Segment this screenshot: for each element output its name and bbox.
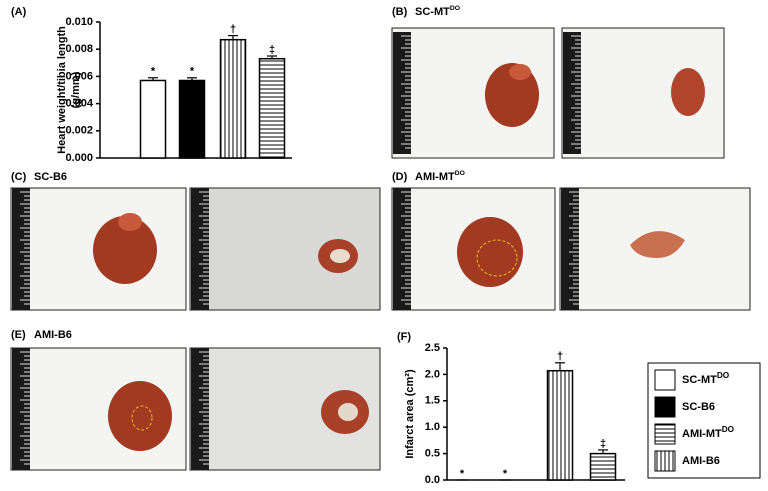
annotation: * [151, 66, 156, 78]
legend-label-text: AMI-MT [682, 428, 722, 440]
annotation: † [557, 351, 563, 363]
panel-title-sup: DO [450, 5, 460, 12]
panel-title-text: SC-B6 [34, 171, 67, 183]
photo-d1 [391, 187, 556, 311]
y-tick-label: 0.006 [65, 70, 93, 82]
bar [219, 38, 247, 159]
y-tick-label: 0.002 [65, 125, 93, 137]
photo-e2 [189, 347, 381, 471]
panel-letter: (D) [392, 171, 408, 183]
legend-label-text: SC-B6 [682, 401, 715, 413]
y-axis-label: Heart weight/tibia length [56, 26, 68, 154]
panel-title: AMI-MTDO [415, 170, 465, 183]
legend-swatch [654, 396, 676, 418]
y-axis-label: Infarct area (cm²) [404, 369, 416, 459]
legend-label-text: SC-MT [682, 374, 717, 386]
error-bar [555, 362, 565, 371]
y-tick-label: 0.010 [65, 16, 93, 28]
legend-label-text: AMI-B6 [682, 455, 720, 467]
bar [139, 79, 167, 159]
y-tick-label: 0.0 [425, 474, 440, 486]
annotation: ‡ [600, 438, 606, 450]
panel-title: AMI-B6 [34, 329, 72, 341]
panel-letter: (A) [11, 6, 27, 18]
error-bar [228, 34, 238, 40]
bar [178, 79, 206, 159]
panel-title-text: SC-MT [415, 6, 450, 18]
legend-swatch [654, 369, 676, 391]
y-tick-label: 0.004 [65, 98, 93, 110]
panel-title: SC-B6 [34, 171, 67, 183]
panel-letter: (B) [392, 6, 408, 18]
annotation: * [190, 66, 195, 78]
legend-swatch [654, 450, 676, 472]
y-tick-label: 0.008 [65, 43, 93, 55]
y-tick-label: 2.5 [425, 342, 440, 354]
photo-b1 [391, 27, 555, 159]
panel-title: SC-MTDO [415, 5, 460, 18]
legend-label: AMI-B6 [682, 455, 720, 467]
bar [258, 57, 286, 159]
panel-letter: (C) [11, 171, 27, 183]
legend-label-sup: DO [722, 425, 735, 434]
photo-c2 [189, 187, 381, 311]
bar [546, 369, 574, 481]
annotation: * [460, 468, 465, 480]
panel-title-text: AMI-B6 [34, 329, 72, 341]
panel-title-sup: DO [455, 170, 465, 177]
error-bar [267, 55, 277, 59]
y-tick-label: 1.5 [425, 395, 440, 407]
y-axis-label: (g/mm) [70, 71, 82, 108]
legend-label: SC-MTDO [682, 371, 730, 386]
legend-swatch [654, 423, 676, 445]
legend-label: SC-B6 [682, 401, 715, 413]
panel-letter: (E) [11, 329, 26, 341]
photo-b2 [561, 27, 725, 159]
y-tick-label: 0.000 [65, 152, 93, 164]
y-tick-label: 1.0 [425, 421, 440, 433]
error-bar [148, 77, 158, 81]
legend-label-sup: DO [717, 371, 730, 380]
error-bar [187, 77, 197, 81]
panel-title-text: AMI-MT [415, 171, 455, 183]
panel-letter: (F) [397, 331, 411, 343]
photo-e1 [10, 347, 187, 471]
photo-d2 [559, 187, 751, 311]
y-tick-label: 2.0 [425, 368, 440, 380]
bar [589, 452, 617, 481]
y-tick-label: 0.5 [425, 448, 440, 460]
error-bar [598, 449, 608, 454]
annotation: * [503, 468, 508, 480]
annotation: ‡ [269, 44, 275, 56]
legend-label: AMI-MTDO [682, 425, 735, 440]
photo-c1 [10, 187, 187, 311]
annotation: † [230, 24, 236, 36]
